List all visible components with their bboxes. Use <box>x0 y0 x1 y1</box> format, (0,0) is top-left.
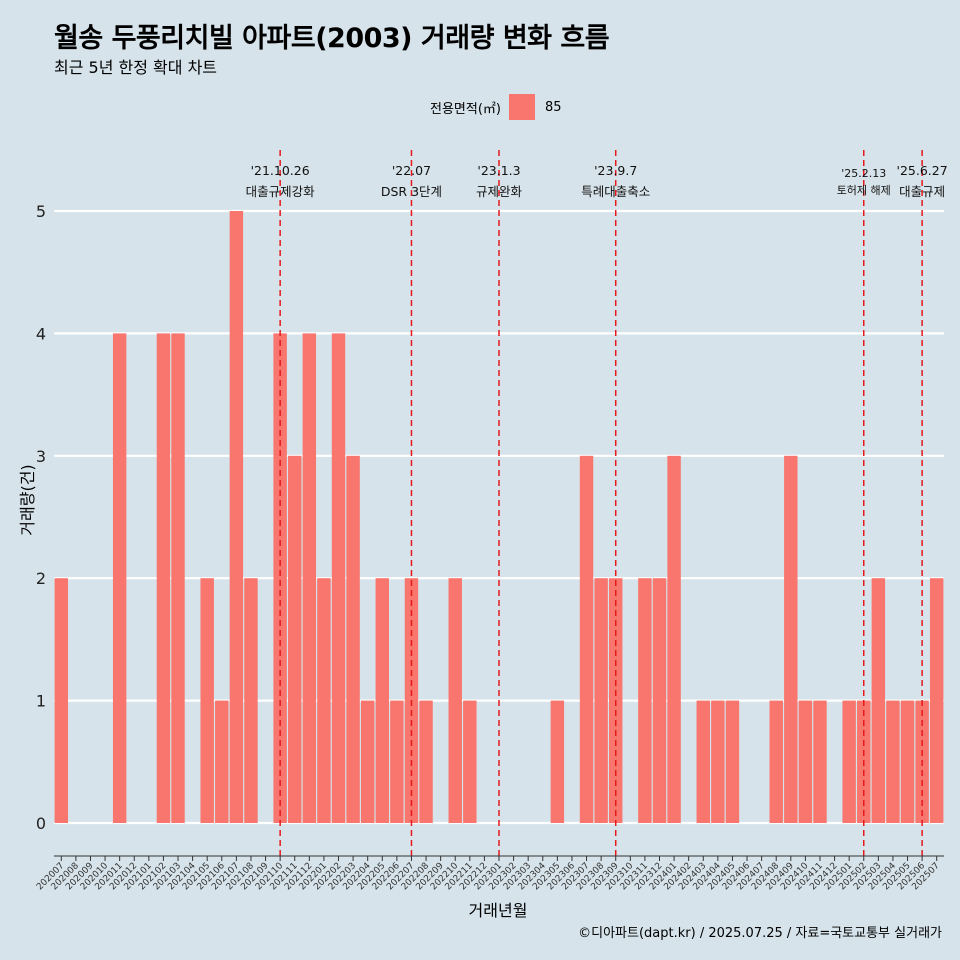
bar-202308 <box>594 578 608 823</box>
bar-202205 <box>375 578 389 823</box>
event-date-label: '25.6.27 <box>897 163 948 178</box>
y-tick-label: 4 <box>36 324 46 343</box>
y-tick-label: 3 <box>36 447 46 466</box>
event-name-label: 대출규제 <box>899 184 945 199</box>
bar-202505 <box>900 700 915 823</box>
chart-title: 월송 두풍리치빌 아파트(2003) 거래량 변화 흐름 <box>54 23 610 54</box>
legend-title: 전용면적(㎡) <box>430 101 501 117</box>
bar-202312 <box>652 578 667 823</box>
y-axis-title: 거래량(건) <box>18 464 37 536</box>
x-axis-title: 거래년월 <box>468 901 528 920</box>
bar-202410 <box>798 700 813 823</box>
bar-202507 <box>929 578 944 823</box>
bar-202011 <box>112 333 127 823</box>
event-markers: '21.10.26 대출규제강화 '22.07 DSR 3단계 '23.1.3 규제완화 '… <box>246 150 948 856</box>
legend-swatch <box>508 94 535 120</box>
event-date-label: '23.9.7 <box>594 163 637 178</box>
bar-202108 <box>244 578 258 823</box>
legend: 전용면적(㎡) 85 <box>430 94 562 120</box>
bar-202307 <box>579 455 594 823</box>
y-tick-label: 2 <box>36 569 46 588</box>
bar-202103 <box>171 333 185 823</box>
event-date-label: '25.2.13 <box>841 167 886 180</box>
event-date-label: '23.1.3 <box>477 163 520 178</box>
bar-202311 <box>638 578 652 823</box>
bar-202403 <box>696 700 710 823</box>
y-tick-label: 0 <box>36 814 46 833</box>
bar-202401 <box>667 455 681 823</box>
bar-202503 <box>871 578 886 823</box>
bar-202405 <box>725 700 740 823</box>
source-caption: ©디아파트(dapt.kr) / 2025.07.25 / 자료=국토교통부 실… <box>578 926 942 941</box>
event-name-label: 토허제 해제 <box>837 183 891 197</box>
y-tick-label: 5 <box>36 202 46 221</box>
bar-202106 <box>215 700 229 823</box>
bar-202105 <box>200 578 214 823</box>
bar-202007 <box>54 578 69 823</box>
bar-202112 <box>302 333 317 823</box>
bar-202204 <box>360 700 375 823</box>
bar-202201 <box>317 578 331 823</box>
bar-202409 <box>784 455 798 823</box>
y-tick-label: 1 <box>36 692 46 711</box>
bar-202102 <box>156 333 171 823</box>
event-date-label: '22.07 <box>392 163 431 178</box>
event-name-label: 규제완화 <box>476 184 523 199</box>
bar-202110 <box>273 333 287 823</box>
event-name-label: DSR 3단계 <box>381 184 442 199</box>
bar-202404 <box>711 700 725 823</box>
bar-202408 <box>769 700 783 823</box>
bar-202411 <box>813 700 827 823</box>
bar-202206 <box>390 700 404 823</box>
bar-202202 <box>331 333 346 823</box>
bar-202305 <box>550 700 565 823</box>
bar-202203 <box>346 455 360 823</box>
legend-entry-label: 85 <box>544 99 562 115</box>
bar-202210 <box>448 578 462 823</box>
event-name-label: 특례대출축소 <box>581 184 650 199</box>
bars <box>54 211 944 823</box>
bar-202208 <box>419 700 433 823</box>
bar-202111 <box>288 455 302 823</box>
chart-subtitle: 최근 5년 한정 확대 차트 <box>54 58 218 77</box>
bar-202504 <box>886 700 900 823</box>
event-name-label: 대출규제강화 <box>246 184 316 199</box>
bar-202211 <box>463 700 477 823</box>
bar-202107 <box>229 211 244 823</box>
event-date-label: '21.10.26 <box>251 163 310 178</box>
bar-202501 <box>842 700 856 823</box>
